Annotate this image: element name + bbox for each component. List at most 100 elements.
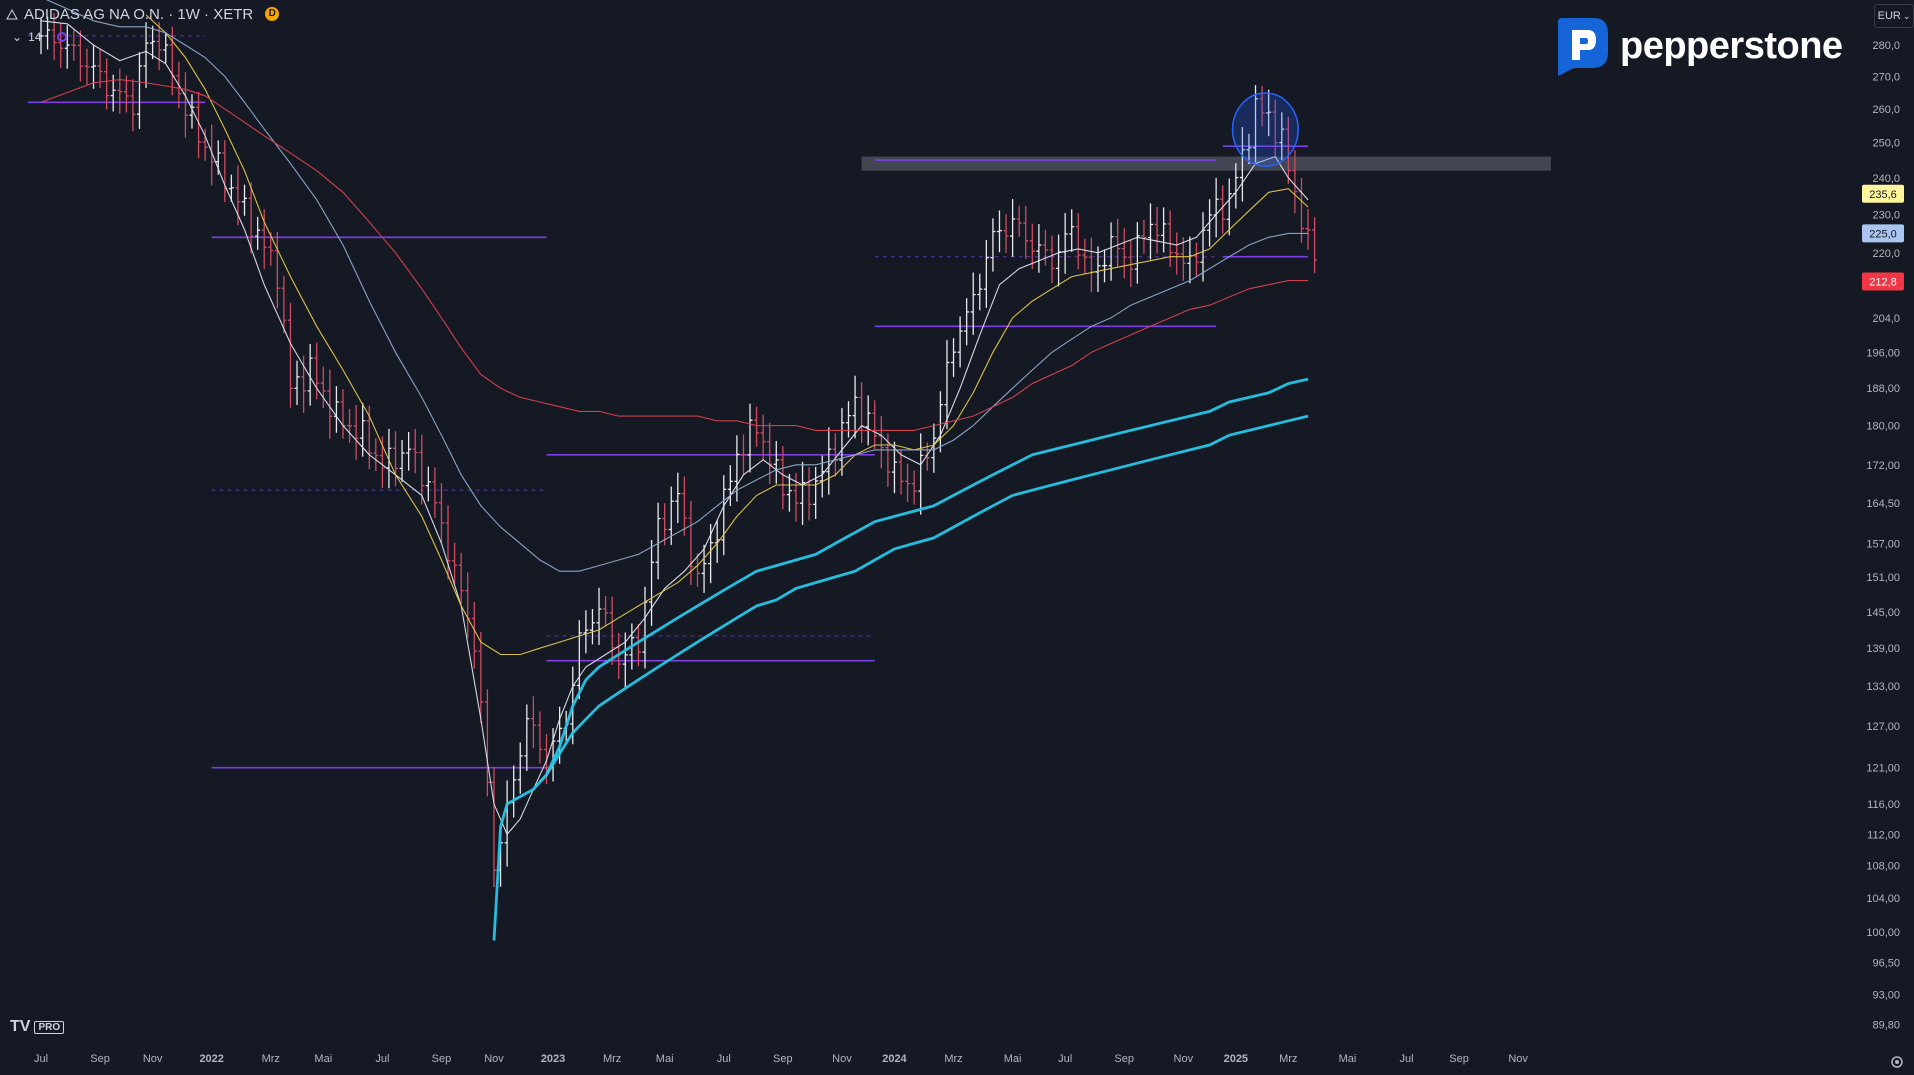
- x-tick-label: 2024: [882, 1053, 907, 1065]
- price-bar: [1082, 238, 1088, 274]
- price-bar: [1042, 229, 1048, 266]
- price-bar: [872, 400, 878, 450]
- y-tick-label: 121,00: [1866, 763, 1900, 775]
- ma-line-0: [40, 20, 1309, 836]
- y-tick-label: 93,00: [1872, 989, 1900, 1001]
- indicator-circle-icon[interactable]: [57, 32, 68, 42]
- price-bar: [104, 58, 110, 110]
- price-bar: [38, 18, 44, 55]
- x-tick-label: Mai: [656, 1053, 674, 1065]
- price-bar: [996, 210, 1002, 253]
- y-tick-label: 180,00: [1866, 421, 1900, 433]
- x-tick-label: Mrz: [944, 1053, 962, 1065]
- x-tick-label: Nov: [1508, 1053, 1528, 1065]
- currency-selector[interactable]: EUR ⌄: [1874, 4, 1914, 28]
- x-tick-label: 2022: [199, 1053, 223, 1065]
- price-bar: [1036, 224, 1042, 273]
- price-bar: [196, 91, 202, 159]
- resistance-zone: [861, 156, 1551, 171]
- chevron-down-icon[interactable]: ⌄: [12, 30, 23, 44]
- y-tick-label: 164,50: [1866, 498, 1900, 510]
- brand-logo: pepperstone: [1554, 16, 1843, 76]
- price-bar: [347, 409, 353, 443]
- price-bar: [596, 587, 602, 645]
- price-bar: [445, 505, 451, 580]
- chevron-down-icon: ⌄: [1902, 10, 1911, 21]
- price-bar: [583, 610, 589, 654]
- price-bar: [1069, 209, 1075, 252]
- price-badge-label: 235,6: [1869, 189, 1897, 201]
- price-bar: [458, 552, 464, 604]
- y-tick-label: 270,0: [1872, 71, 1900, 83]
- price-bar: [675, 472, 681, 523]
- ma-line-5: [538, 414, 1309, 783]
- x-tick-label: Jul: [375, 1053, 389, 1065]
- price-bars: [38, 12, 1318, 888]
- price-bar: [589, 608, 595, 645]
- price-bar: [649, 540, 655, 626]
- price-bar: [399, 440, 405, 482]
- price-bar: [91, 44, 97, 89]
- price-bar: [419, 434, 425, 505]
- price-bar: [1010, 199, 1016, 257]
- price-bar: [471, 601, 477, 669]
- indicator-row: ⌄ 14: [12, 30, 68, 44]
- price-bar: [1147, 203, 1153, 260]
- x-tick-label: Sep: [90, 1053, 110, 1065]
- market-status-badge: D: [265, 7, 280, 21]
- x-tick-label: Sep: [1114, 1053, 1134, 1065]
- price-bar: [150, 25, 156, 60]
- x-tick-label: Nov: [484, 1053, 504, 1065]
- price-bar: [327, 369, 333, 439]
- price-bar: [452, 542, 458, 584]
- price-bar: [1193, 242, 1199, 276]
- price-bar: [64, 25, 70, 69]
- price-bar: [964, 298, 970, 346]
- moving-average-lines: [40, 0, 1309, 941]
- price-bar: [754, 406, 760, 447]
- price-bar: [878, 415, 884, 469]
- ma-line-4: [492, 377, 1309, 941]
- y-tick-label: 104,00: [1866, 893, 1900, 905]
- y-tick-label: 188,00: [1866, 383, 1900, 395]
- y-tick-label: 220,0: [1872, 248, 1900, 260]
- price-bar: [1115, 218, 1121, 268]
- price-bar: [1003, 214, 1009, 254]
- y-tick-label: 250,0: [1872, 138, 1900, 150]
- price-bar: [287, 302, 293, 408]
- price-bar: [767, 422, 773, 485]
- ma-line-1: [145, 14, 1309, 656]
- y-tick-label: 280,0: [1872, 40, 1900, 52]
- price-bar: [320, 366, 326, 409]
- price-bar: [281, 275, 287, 334]
- price-bar: [261, 209, 267, 270]
- price-bar: [136, 52, 142, 129]
- price-bar: [1161, 207, 1167, 253]
- price-bar: [780, 446, 786, 510]
- y-tick-label: 172,00: [1866, 460, 1900, 472]
- y-tick-label: 204,0: [1872, 313, 1900, 325]
- price-bar: [438, 483, 444, 544]
- price-bar: [268, 232, 274, 266]
- pepperstone-logo-icon: [1558, 18, 1608, 76]
- gear-icon[interactable]: [1890, 1055, 1904, 1069]
- price-bar: [51, 12, 57, 61]
- price-bar: [123, 75, 129, 113]
- price-bar: [957, 316, 963, 368]
- price-bar: [1134, 222, 1140, 284]
- horizontal-levels: [27, 35, 1309, 769]
- price-bar: [274, 231, 280, 309]
- symbol-title[interactable]: ADIDAS AG NA O.N. · 1W · XETR: [24, 5, 254, 23]
- price-bar: [1174, 232, 1180, 275]
- price-bar: [773, 440, 779, 484]
- price-bar: [393, 431, 399, 487]
- price-bar: [242, 184, 248, 216]
- price-bar: [1128, 239, 1134, 288]
- x-tick-label: Mai: [1339, 1053, 1357, 1065]
- price-bar: [951, 338, 957, 377]
- x-tick-label: Mai: [1004, 1053, 1022, 1065]
- resistance-zone-rect: [861, 156, 1551, 171]
- price-bar: [1285, 116, 1291, 184]
- price-bar: [609, 596, 615, 665]
